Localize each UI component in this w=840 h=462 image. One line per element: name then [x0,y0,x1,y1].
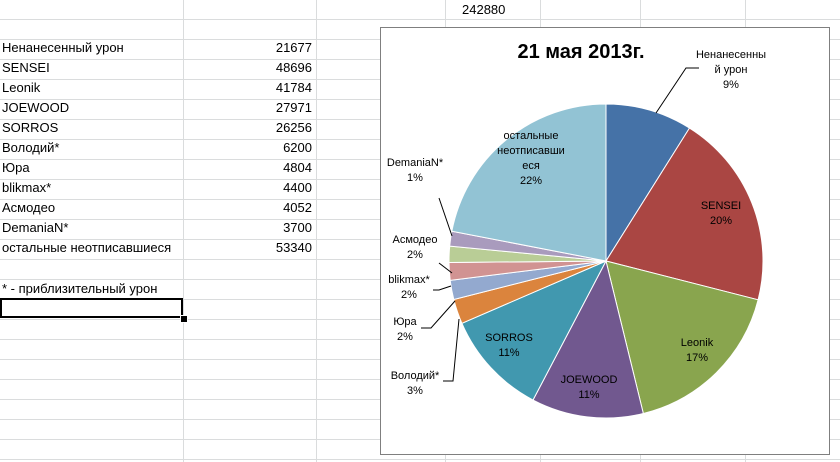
slice-percent-label: 22% [520,175,542,187]
name-cell[interactable]: остальные неотписавшиеся [2,240,172,255]
slice-percent-label: 2% [397,331,413,343]
slice-name-label: blikmax* [388,274,430,286]
name-cell[interactable]: Володий* [2,140,60,155]
fill-handle[interactable] [180,315,188,323]
footnote-cell[interactable]: * - приблизительный урон [2,281,158,296]
value-cell[interactable]: 4052 [283,200,312,215]
name-cell[interactable]: Leonik [2,80,41,95]
row-gridline [0,459,840,460]
leader-line [421,300,456,329]
value-cell[interactable]: 3700 [283,220,312,235]
slice-name-label: SENSEI [701,200,741,212]
row-gridline [0,19,840,20]
slice-name-label: Leonik [681,337,714,349]
slice-percent-label: 2% [401,289,417,301]
slice-percent-label: 9% [723,79,739,91]
slice-percent-label: 1% [407,172,423,184]
slice-name-label: й урон [715,64,748,76]
name-cell[interactable]: DemaniaN* [2,220,69,235]
pie-slice[interactable] [461,259,608,401]
slice-name-label: Ненанесенны [696,49,766,61]
name-cell[interactable]: Ненанесенный урон [2,40,124,55]
slice-percent-label: 3% [407,385,423,397]
column-gridline [183,0,184,462]
value-cell[interactable]: 4400 [283,180,312,195]
slice-name-label: DemaniaN* [387,157,444,169]
slice-name-label: SORROS [485,332,533,344]
value-cell[interactable]: 21677 [275,40,312,55]
name-cell[interactable]: blikmax* [2,180,52,195]
value-cell[interactable]: 6200 [283,140,312,155]
total-cell[interactable]: 242880 [462,2,506,17]
slice-name-label: неотписавши [497,145,565,157]
chart-title: 21 мая 2013г. [517,41,644,63]
leader-line [655,67,699,114]
slice-percent-label: 11% [498,347,519,359]
pie-slice[interactable] [451,103,607,262]
value-cell[interactable]: 26256 [275,120,312,135]
name-cell[interactable]: SORROS [2,120,59,135]
slice-name-label: Володий* [391,370,440,382]
value-cell[interactable]: 48696 [275,60,312,75]
selected-cell[interactable] [0,298,183,318]
leader-line [433,285,452,291]
leader-line [438,197,453,237]
pie-chart[interactable]: 21 мая 2013г. Ненанесенны й урон 9% SENSEI 20… [380,27,830,455]
column-gridline [316,0,317,462]
slice-name-label: Асмодео [393,234,438,246]
slice-name-label: JOEWOOD [561,374,618,386]
name-cell[interactable]: JOEWOOD [2,100,70,115]
slice-percent-label: 2% [407,249,423,261]
name-cell[interactable]: Асмодео [2,200,56,215]
name-cell[interactable]: SENSEI [2,60,50,75]
slice-name-label: еся [522,160,540,172]
slice-percent-label: 11% [578,389,599,401]
leader-line [438,262,453,274]
pie-chart-svg: 21 мая 2013г. Ненанесенны й урон 9% SENSEI 20… [387,41,766,419]
pie-slice[interactable] [605,127,764,301]
leader-line [443,318,460,382]
pie-slice[interactable] [605,103,691,263]
pie-slice[interactable] [532,259,644,419]
value-cell[interactable]: 41784 [275,80,312,95]
slice-percent-label: 20% [710,215,732,227]
slice-name-label: остальные [504,130,559,142]
slice-percent-label: 17% [686,352,708,364]
value-cell[interactable]: 27971 [275,100,312,115]
slice-name-label: Юра [393,316,417,328]
name-cell[interactable]: Юра [2,160,30,175]
value-cell[interactable]: 53340 [275,240,312,255]
value-cell[interactable]: 4804 [283,160,312,175]
pie-slice[interactable] [605,260,759,415]
